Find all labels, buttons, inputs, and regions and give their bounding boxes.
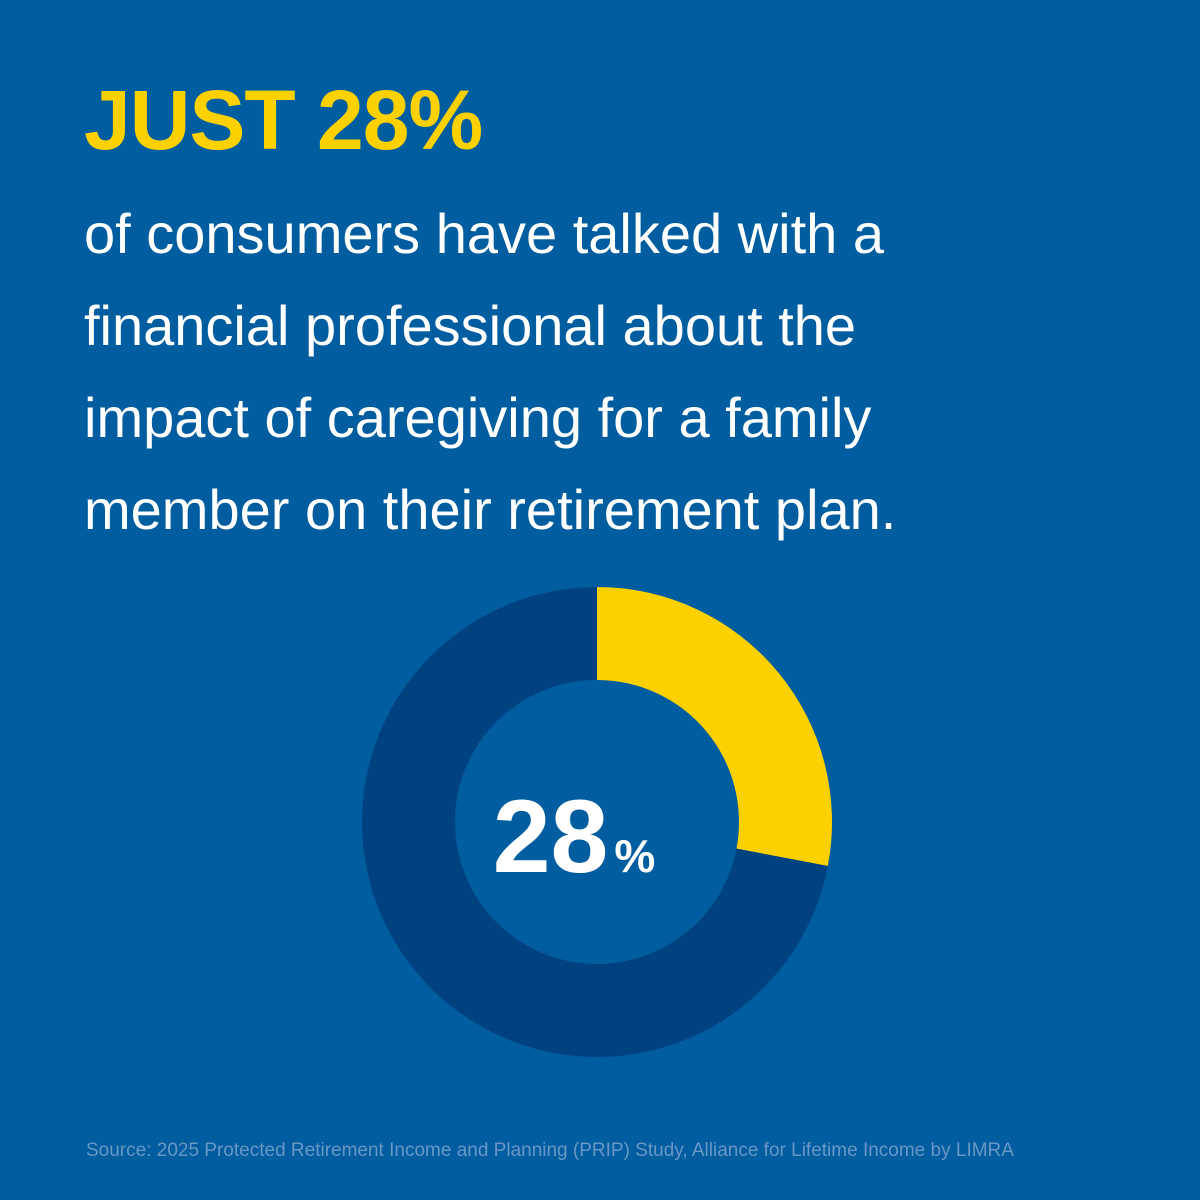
body-line: financial professional about the: [84, 294, 857, 357]
body-line: member on their retirement plan.: [84, 478, 897, 541]
center-value: 28: [493, 779, 609, 895]
body-text: of consumers have talked with a financia…: [84, 188, 1144, 556]
body-line: of consumers have talked with a: [84, 202, 884, 265]
donut-slice-remainder: [361, 587, 828, 1057]
center-value-label: 28%: [493, 779, 656, 895]
source-note: Source: 2025 Protected Retirement Income…: [86, 1140, 1014, 1161]
donut-slice-highlight: [597, 587, 832, 867]
donut-slices: [361, 587, 832, 1057]
center-unit: %: [614, 830, 655, 882]
headline-stat: JUST 28%: [84, 73, 483, 167]
body-line: impact of caregiving for a family: [84, 386, 872, 449]
